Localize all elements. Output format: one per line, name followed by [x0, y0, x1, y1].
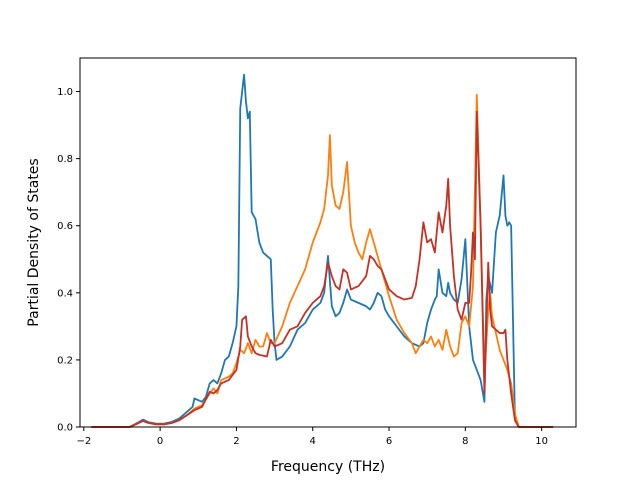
x-tick-label: −2 — [76, 436, 91, 447]
y-axis-title: Partial Density of States — [26, 158, 42, 326]
x-axis-title: Frequency (THz) — [271, 459, 385, 475]
y-tick-label: 0.6 — [57, 221, 73, 232]
y-tick-label: 0.8 — [57, 154, 73, 165]
y-tick-label: 0.2 — [57, 355, 73, 366]
x-axis: −2 0 2 4 6 8 10 — [76, 427, 548, 447]
series-layer — [91, 73, 554, 428]
y-tick-label: 0.0 — [57, 423, 73, 434]
plot-frame — [79, 57, 577, 428]
x-tick-label: 8 — [462, 436, 468, 447]
x-tick-label: 4 — [310, 436, 316, 447]
y-tick-label: 0.4 — [57, 288, 73, 299]
series-line-1 — [91, 73, 554, 428]
y-tick-label: 1.0 — [57, 87, 73, 98]
series-line-3 — [91, 110, 554, 428]
x-tick-label: 0 — [157, 436, 163, 447]
x-tick-label: 2 — [233, 436, 239, 447]
x-tick-label: 10 — [535, 436, 548, 447]
y-axis: 0.0 0.2 0.4 0.6 0.8 1.0 — [57, 87, 80, 434]
series-line-2 — [91, 94, 554, 428]
x-tick-label: 6 — [386, 436, 392, 447]
